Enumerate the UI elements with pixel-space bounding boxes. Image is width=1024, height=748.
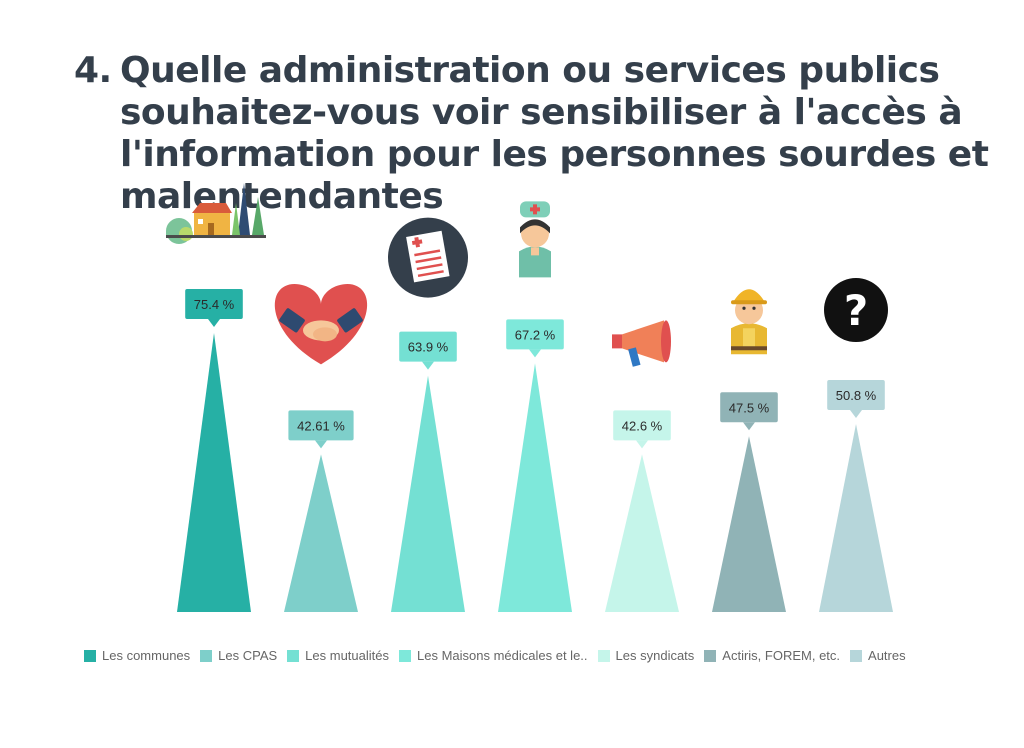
legend-swatch	[84, 649, 96, 662]
legend-swatch	[399, 649, 411, 662]
svg-text:67.2 %: 67.2 %	[515, 327, 556, 342]
svg-text:75.4 %: 75.4 %	[194, 297, 235, 312]
svg-text:63.9 %: 63.9 %	[408, 340, 449, 355]
bar-6	[712, 436, 786, 612]
construction-worker-icon	[731, 289, 767, 355]
bar-2	[284, 454, 358, 612]
village-icon	[166, 183, 266, 245]
legend-item[interactable]: Les Maisons médicales et le..	[399, 648, 588, 663]
svg-text:?: ?	[844, 286, 868, 335]
legend-swatch	[200, 649, 213, 662]
data-label-6: 47.5 %	[720, 392, 778, 431]
legend-item[interactable]: Les CPAS	[200, 648, 277, 663]
svg-text:47.5 %: 47.5 %	[729, 400, 770, 415]
medical-report-icon	[388, 217, 468, 298]
heart-handshake-icon	[274, 283, 368, 365]
question-text: Quelle administration ou services public…	[120, 50, 989, 217]
legend-label: Les CPAS	[218, 648, 278, 663]
legend-label: Les syndicats	[615, 648, 695, 663]
data-label-4: 67.2 %	[506, 319, 564, 358]
bar-7	[819, 424, 893, 612]
chart-title: 4. Quelle administration ou services pub…	[74, 50, 1004, 218]
legend-swatch	[850, 649, 863, 662]
data-label-1: 75.4 %	[185, 289, 243, 328]
svg-text:42.6 %: 42.6 %	[622, 418, 663, 433]
legend-label: Les mutualités	[305, 648, 389, 663]
legend-label: Autres	[868, 648, 906, 663]
question-number: 4.	[74, 50, 112, 91]
data-label-5: 42.6 %	[613, 410, 671, 449]
legend-item[interactable]: Autres	[850, 648, 906, 663]
legend-swatch	[704, 649, 717, 662]
svg-text:50.8 %: 50.8 %	[836, 388, 877, 403]
data-label-7: 50.8 %	[827, 380, 885, 419]
question-mark-icon: ?	[824, 278, 888, 343]
legend: Les communes Les CPAS Les mutualités Les Ma…	[84, 648, 916, 663]
data-label-2: 42.61 %	[288, 410, 354, 449]
legend-item[interactable]: Actiris, FOREM, etc.	[704, 648, 840, 663]
legend-swatch	[597, 649, 610, 662]
nurse-icon	[519, 201, 551, 278]
legend-item[interactable]: Les syndicats	[597, 648, 695, 663]
legend-item[interactable]: Les communes	[84, 648, 190, 663]
bar-3	[391, 375, 465, 612]
legend-label: Les Maisons médicales et le..	[417, 648, 588, 663]
bar-4	[498, 363, 572, 612]
pictograph-chart: 75.4 % 42.61 % 63.9 % 67.2 % 42.6 % 47.5 % 50.…	[166, 183, 893, 612]
legend-label: Actiris, FOREM, etc.	[722, 648, 841, 663]
legend-swatch	[287, 649, 300, 662]
svg-text:42.61 %: 42.61 %	[297, 418, 345, 433]
megaphone-icon	[612, 320, 671, 367]
data-label-3: 63.9 %	[399, 331, 457, 370]
bar-5	[605, 454, 679, 612]
legend-label: Les communes	[102, 648, 191, 663]
legend-item[interactable]: Les mutualités	[287, 648, 389, 663]
bar-1	[177, 333, 251, 612]
